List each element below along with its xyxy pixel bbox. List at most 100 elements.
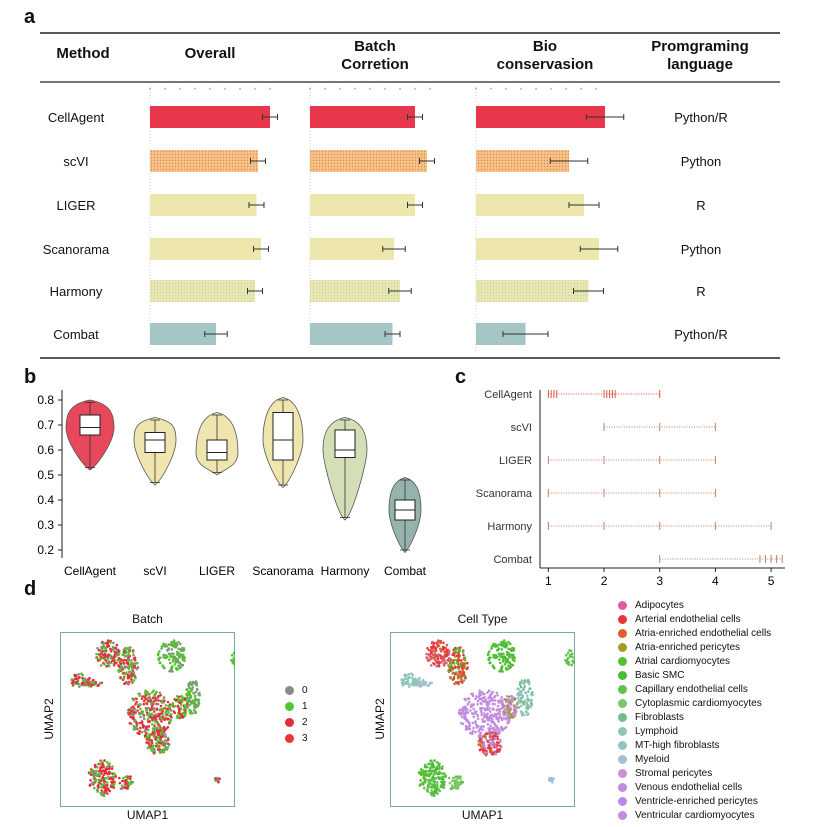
umap-point	[493, 699, 497, 702]
umap-point	[160, 645, 164, 648]
umap-point	[501, 728, 504, 732]
umap-point	[192, 691, 195, 695]
umap-point	[150, 741, 154, 745]
umap-point	[472, 707, 475, 711]
umap-point	[417, 677, 420, 680]
umap-point	[135, 722, 138, 726]
umap-point	[114, 775, 117, 778]
legend-item: MT-high fibroblasts	[618, 738, 771, 752]
umap-point	[514, 697, 517, 701]
umap-point	[521, 688, 524, 692]
umap-point	[183, 656, 186, 660]
umap-point	[403, 674, 407, 678]
umap-point	[184, 710, 188, 714]
umap-point	[425, 652, 428, 656]
umap-point	[511, 711, 515, 715]
umap-point	[77, 673, 81, 676]
umap-point	[171, 642, 175, 646]
umap-point	[214, 777, 217, 780]
umap-point	[455, 661, 459, 664]
batch-legend: 0 1 2 3	[285, 682, 308, 746]
umap-point	[513, 713, 517, 716]
umap-point	[156, 744, 160, 747]
umap-point	[196, 688, 199, 691]
umap-point	[507, 664, 510, 667]
tick-mark: *	[324, 88, 327, 94]
umap-point	[509, 707, 513, 711]
umap-point	[432, 654, 435, 657]
umap-point	[131, 712, 134, 716]
tick-mark: *	[224, 88, 227, 94]
legend-label: Atrial cardiomyocytes	[635, 655, 731, 667]
y-tick-label: 0.4	[37, 493, 54, 507]
umap-point	[146, 699, 150, 703]
umap-point	[440, 785, 444, 789]
umap-point	[421, 769, 425, 772]
umap-point	[459, 780, 463, 783]
umap-point	[488, 735, 492, 738]
umap-point	[442, 641, 445, 645]
umap-celltype-xlabel: UMAP1	[461, 808, 504, 822]
umap-point	[132, 698, 135, 702]
umap-point	[131, 650, 135, 654]
umap-point	[153, 724, 156, 728]
umap-point	[518, 683, 522, 687]
umap-point	[448, 781, 452, 785]
umap-point	[489, 724, 492, 728]
umap-point	[500, 652, 503, 656]
umap-point	[460, 674, 463, 677]
umap-point	[104, 647, 108, 651]
umap-point	[453, 650, 456, 653]
umap-point	[493, 737, 497, 740]
umap-point	[107, 664, 111, 668]
umap-point	[161, 735, 165, 738]
umap-point	[105, 761, 109, 764]
umap-point	[423, 770, 427, 773]
umap-point	[476, 724, 480, 728]
umap-point	[517, 687, 520, 691]
method-label: Harmony	[50, 284, 103, 299]
umap-point	[481, 699, 485, 703]
umap-point	[162, 665, 165, 669]
umap-point	[159, 737, 162, 741]
umap-point	[105, 783, 109, 787]
bar	[476, 150, 569, 172]
umap-point	[194, 699, 197, 703]
umap-point	[95, 765, 99, 769]
umap-point	[503, 711, 507, 715]
tick-mark: *	[595, 88, 598, 94]
umap-point	[511, 716, 515, 719]
umap-point	[132, 724, 136, 728]
umap-point	[548, 777, 551, 780]
umap-point	[460, 664, 464, 667]
tick-mark: *	[384, 88, 387, 94]
umap-point	[439, 776, 442, 780]
umap-point	[106, 787, 109, 790]
umap-point	[430, 769, 433, 773]
umap-point	[418, 684, 421, 688]
umap-point	[140, 697, 144, 700]
umap-point	[73, 674, 77, 678]
box	[206, 439, 228, 461]
umap-point	[482, 741, 486, 744]
umap-point	[181, 696, 185, 699]
umap-point	[183, 713, 187, 716]
umap-point	[143, 730, 146, 733]
umap-point	[139, 726, 142, 730]
legend-marker	[618, 712, 627, 722]
umap-point	[138, 729, 141, 733]
umap-point	[519, 704, 523, 708]
umap-point	[142, 702, 146, 706]
legend-label: MT-high fibroblasts	[635, 739, 720, 751]
umap-point	[465, 667, 469, 670]
y-tick-label: 0.8	[37, 393, 54, 407]
umap-point	[159, 716, 163, 720]
umap-point	[149, 747, 152, 750]
umap-point	[172, 639, 176, 643]
umap-point	[443, 772, 446, 775]
umap-point	[92, 678, 95, 682]
umap-point	[133, 718, 137, 722]
umap-point	[145, 711, 149, 714]
umap-point	[472, 726, 475, 730]
y-tick-label: 0.5	[37, 468, 54, 482]
